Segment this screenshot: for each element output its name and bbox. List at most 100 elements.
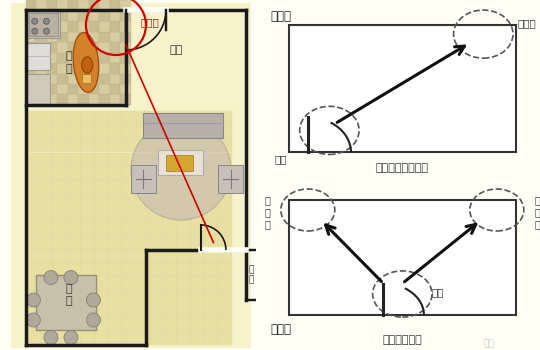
Bar <box>289 199 516 315</box>
Bar <box>164 317 177 331</box>
Bar <box>191 304 205 317</box>
Bar <box>219 235 232 249</box>
Bar <box>94 194 109 208</box>
Bar <box>120 84 131 95</box>
Text: 灵囿: 灵囿 <box>483 339 494 348</box>
Bar <box>94 111 109 125</box>
Bar <box>67 331 81 345</box>
Bar <box>89 84 99 95</box>
Bar <box>164 139 177 153</box>
Bar <box>205 153 219 166</box>
Bar <box>67 139 81 153</box>
Bar <box>150 153 164 166</box>
Bar <box>191 317 205 331</box>
Bar <box>150 262 164 276</box>
Bar <box>205 276 219 290</box>
Bar <box>120 0 131 10</box>
Bar <box>94 180 109 194</box>
Bar <box>136 331 150 345</box>
Bar <box>177 304 191 317</box>
Bar <box>164 235 177 249</box>
Bar <box>109 194 122 208</box>
Text: 明
财
位: 明 财 位 <box>535 196 540 229</box>
Bar <box>36 275 96 330</box>
Bar <box>205 221 219 235</box>
Bar <box>47 10 57 21</box>
Bar <box>40 249 53 262</box>
Bar <box>205 139 219 153</box>
Bar <box>136 304 150 317</box>
Bar <box>150 276 164 290</box>
Bar <box>109 153 122 166</box>
Bar <box>67 125 81 139</box>
Bar <box>57 94 68 105</box>
Bar <box>36 52 47 63</box>
Bar <box>191 331 205 345</box>
Bar <box>150 139 164 153</box>
Bar <box>68 10 78 21</box>
Bar <box>68 0 78 10</box>
Bar <box>47 84 57 95</box>
Circle shape <box>43 28 50 34</box>
Ellipse shape <box>73 33 99 92</box>
Bar <box>136 153 150 166</box>
Bar <box>81 153 94 166</box>
Bar <box>26 317 40 331</box>
Bar <box>78 21 89 32</box>
Bar <box>81 180 94 194</box>
Bar <box>36 74 47 84</box>
Bar <box>177 276 191 290</box>
Bar <box>47 52 57 63</box>
Bar <box>122 249 136 262</box>
Bar <box>26 166 40 180</box>
Bar <box>67 180 81 194</box>
Bar <box>109 249 122 262</box>
Bar <box>109 166 122 180</box>
Bar <box>26 249 40 262</box>
Bar <box>26 276 40 290</box>
Bar <box>110 74 120 84</box>
Bar <box>150 125 164 139</box>
Bar <box>53 290 67 304</box>
Bar <box>89 21 99 32</box>
Bar <box>40 262 53 276</box>
Bar <box>136 125 150 139</box>
Bar <box>109 125 122 139</box>
Bar <box>191 262 205 276</box>
Bar <box>122 180 136 194</box>
Bar <box>81 235 94 249</box>
Bar <box>26 94 36 105</box>
Bar <box>68 84 78 95</box>
Text: 入
户: 入 户 <box>249 265 254 285</box>
Bar <box>109 276 122 290</box>
Bar <box>219 304 232 317</box>
Bar <box>164 262 177 276</box>
Bar <box>81 262 94 276</box>
Bar <box>26 290 40 304</box>
Bar <box>191 153 205 166</box>
Bar <box>164 208 177 221</box>
Bar <box>99 94 110 105</box>
Bar <box>164 166 177 180</box>
Bar <box>53 139 67 153</box>
Bar <box>94 331 109 345</box>
Bar <box>67 166 81 180</box>
Bar <box>122 262 136 276</box>
Bar <box>120 10 131 21</box>
Bar <box>78 42 89 52</box>
Bar <box>94 139 109 153</box>
Bar <box>109 180 122 194</box>
Text: 餐
厅: 餐 厅 <box>65 284 72 306</box>
Bar <box>144 112 224 138</box>
Bar <box>53 262 67 276</box>
Bar <box>53 180 67 194</box>
Bar <box>57 63 68 74</box>
Bar <box>150 111 164 125</box>
Bar <box>27 74 50 104</box>
Circle shape <box>64 271 78 285</box>
Bar <box>81 194 94 208</box>
Bar <box>99 52 110 63</box>
Bar <box>191 194 205 208</box>
Bar <box>122 166 136 180</box>
Bar <box>219 139 232 153</box>
